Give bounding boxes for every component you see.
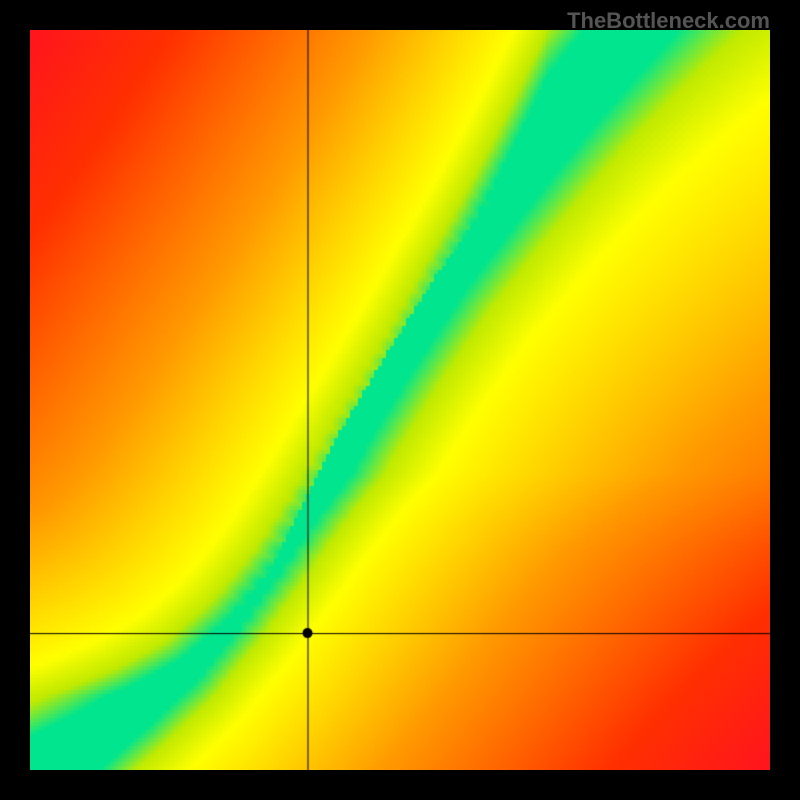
- plot-area: [30, 30, 770, 770]
- heatmap-canvas: [30, 30, 770, 770]
- chart-container: TheBottleneck.com: [0, 0, 800, 800]
- watermark-text: TheBottleneck.com: [567, 8, 770, 34]
